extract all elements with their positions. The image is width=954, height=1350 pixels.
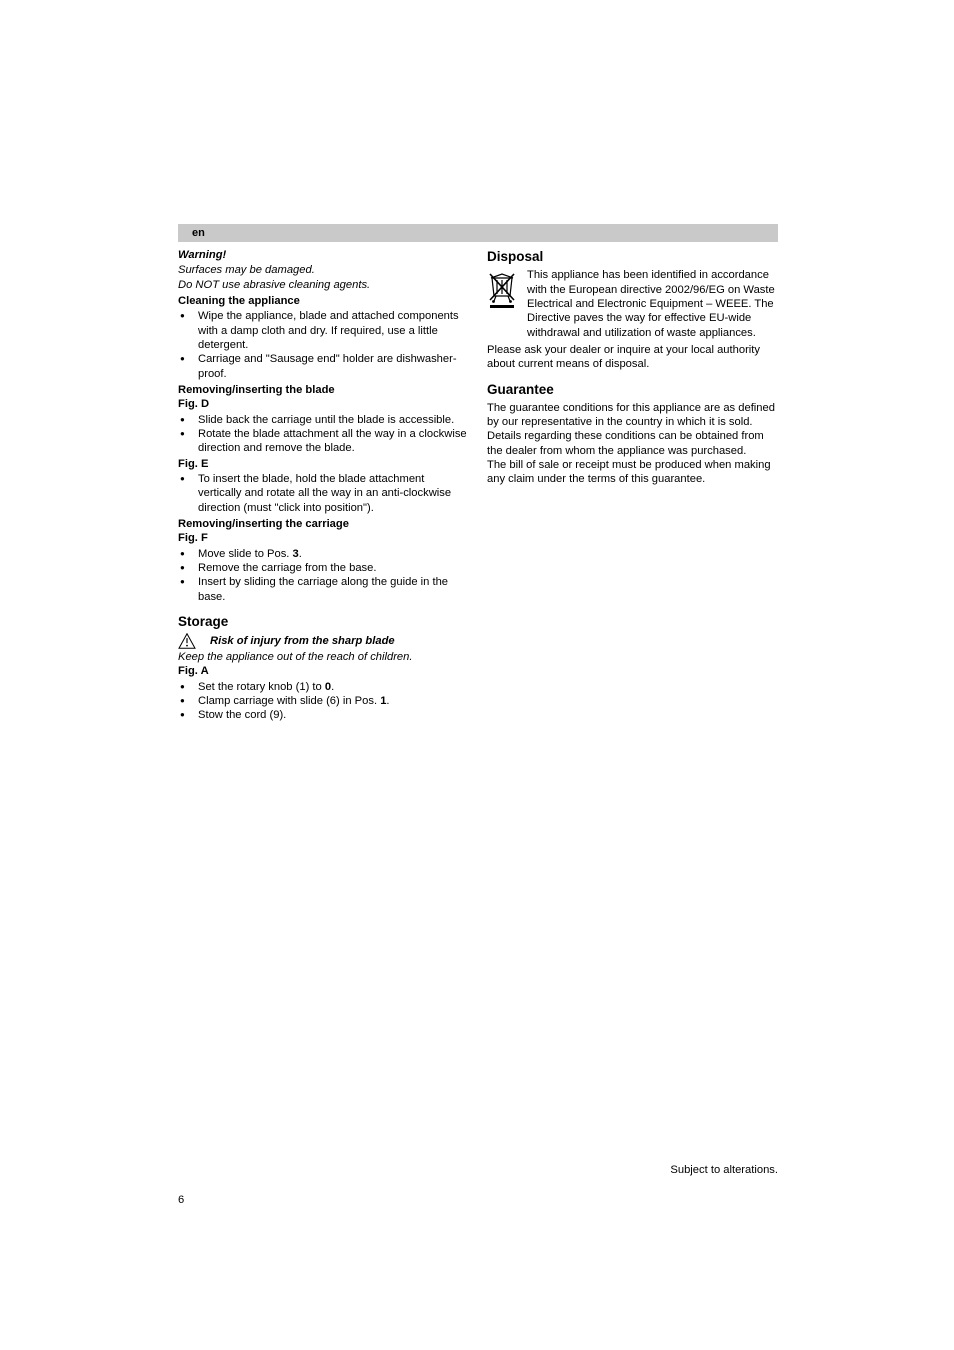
- guarantee-paragraph-1: The guarantee conditions for this applia…: [487, 401, 778, 458]
- language-code: en: [192, 227, 205, 239]
- disposal-paragraph: This appliance has been identified in ac…: [527, 268, 778, 340]
- fig-e-list: To insert the blade, hold the blade atta…: [178, 472, 469, 515]
- cleaning-heading: Cleaning the appliance: [178, 294, 469, 308]
- right-column: Disposal: [487, 248, 778, 724]
- disposal-paragraph-2: Please ask your dealer or inquire at you…: [487, 343, 778, 372]
- storage-heading: Storage: [178, 613, 469, 630]
- list-item: Move slide to Pos. 3.: [178, 547, 469, 561]
- list-item: Remove the carriage from the base.: [178, 561, 469, 575]
- list-item: Clamp carriage with slide (6) in Pos. 1.: [178, 694, 469, 708]
- disposal-row: This appliance has been identified in ac…: [487, 268, 778, 340]
- left-column: Warning! Surfaces may be damaged. Do NOT…: [178, 248, 469, 724]
- footer-note: Subject to alterations.: [670, 1164, 778, 1176]
- list-item: Rotate the blade attachment all the way …: [178, 427, 469, 456]
- text: Move slide to Pos.: [198, 548, 293, 560]
- warning-triangle-icon: [178, 633, 196, 649]
- fig-d-list: Slide back the carriage until the blade …: [178, 413, 469, 456]
- weee-bin-icon: [487, 268, 517, 340]
- list-item: Set the rotary knob (1) to 0.: [178, 680, 469, 694]
- fig-e-label: Fig. E: [178, 457, 469, 471]
- warning-title: Warning!: [178, 248, 469, 262]
- page-number: 6: [178, 1194, 184, 1206]
- list-item: Stow the cord (9).: [178, 708, 469, 722]
- warning-line2: Do NOT use abrasive cleaning agents.: [178, 278, 469, 292]
- list-item: Carriage and "Sausage end" holder are di…: [178, 352, 469, 381]
- list-item: Slide back the carriage until the blade …: [178, 413, 469, 427]
- text: Clamp carriage with slide (6) in Pos.: [198, 695, 380, 707]
- text: .: [331, 681, 334, 693]
- text: Set the rotary knob (1) to: [198, 681, 325, 693]
- fig-a-label: Fig. A: [178, 664, 469, 678]
- list-item: To insert the blade, hold the blade atta…: [178, 472, 469, 515]
- text: .: [386, 695, 389, 707]
- keep-away-text: Keep the appliance out of the reach of c…: [178, 650, 469, 664]
- language-bar: en: [178, 224, 778, 242]
- text: .: [299, 548, 302, 560]
- fig-a-list: Set the rotary knob (1) to 0. Clamp carr…: [178, 680, 469, 723]
- warning-line1: Surfaces may be damaged.: [178, 263, 469, 277]
- guarantee-paragraph-2: The bill of sale or receipt must be prod…: [487, 458, 778, 487]
- page-container: en Warning! Surfaces may be damaged. Do …: [178, 224, 778, 724]
- content-columns: Warning! Surfaces may be damaged. Do NOT…: [178, 248, 778, 724]
- fig-f-list: Move slide to Pos. 3. Remove the carriag…: [178, 547, 469, 604]
- fig-d-label: Fig. D: [178, 397, 469, 411]
- removing-carriage-heading: Removing/inserting the carriage: [178, 517, 469, 531]
- fig-f-label: Fig. F: [178, 531, 469, 545]
- list-item: Wipe the appliance, blade and attached c…: [178, 309, 469, 352]
- cleaning-list: Wipe the appliance, blade and attached c…: [178, 309, 469, 381]
- list-item: Insert by sliding the carriage along the…: [178, 575, 469, 604]
- risk-text: Risk of injury from the sharp blade: [210, 634, 395, 648]
- removing-blade-heading: Removing/inserting the blade: [178, 383, 469, 397]
- risk-warning-row: Risk of injury from the sharp blade: [178, 633, 469, 649]
- guarantee-heading: Guarantee: [487, 381, 778, 398]
- disposal-heading: Disposal: [487, 248, 778, 265]
